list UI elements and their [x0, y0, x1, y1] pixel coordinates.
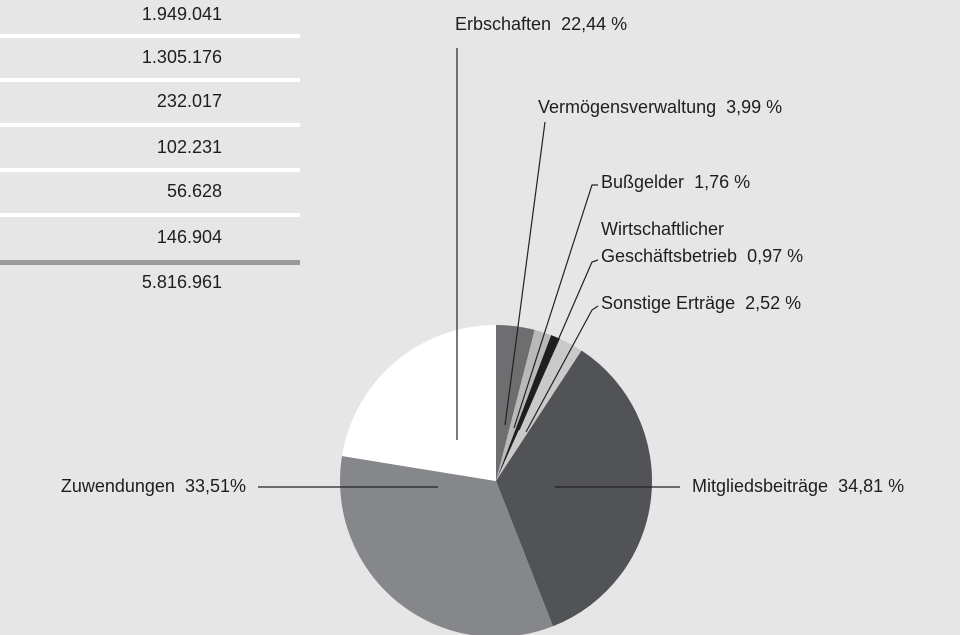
pie-label: Zuwendungen 33,51%	[61, 473, 246, 500]
label-name: Erbschaften	[455, 14, 552, 34]
pie-slice	[496, 338, 582, 481]
label-value: 34,81 %	[838, 476, 905, 496]
pie-slice	[496, 325, 535, 481]
label-name: Vermögensverwaltung	[538, 97, 717, 117]
row-rule	[0, 34, 300, 38]
label-value: 3,99 %	[726, 97, 783, 117]
label-value: 1,76 %	[694, 172, 751, 192]
pie-label: Mitgliedsbeiträge 34,81 %	[692, 473, 904, 500]
pie-slice	[342, 325, 496, 481]
total-rule	[0, 260, 300, 265]
label-value: 33,51%	[184, 476, 246, 496]
table-total: 5.816.961	[141, 272, 222, 292]
pie-slice	[496, 350, 652, 627]
row-rule	[0, 78, 300, 82]
label-name: Wirtschaftlicher Geschäftsbetrieb	[601, 219, 738, 266]
pie	[340, 325, 652, 635]
pie-label: Vermögensverwaltung 3,99 %	[538, 94, 782, 121]
pie-label: Erbschaften 22,44 %	[455, 11, 627, 38]
label-name: Mitgliedsbeiträge	[692, 476, 829, 496]
table-cell: 146.904	[156, 227, 222, 247]
pie-slice	[340, 456, 553, 635]
leader-line	[518, 259, 599, 431]
table-cell: 56.628	[166, 181, 222, 201]
pie-label: Bußgelder 1,76 %	[601, 169, 750, 196]
table-cell: 102.231	[156, 137, 222, 157]
pie-slice	[496, 329, 552, 481]
pie-label: Wirtschaftlicher Geschäftsbetrieb 0,97 %	[601, 216, 803, 270]
leader-line	[513, 184, 598, 429]
row-rule	[0, 123, 300, 127]
row-rule	[0, 168, 300, 172]
label-name: Sonstige Erträge	[601, 293, 736, 313]
leader-line	[504, 121, 546, 426]
label-value: 22,44 %	[561, 14, 628, 34]
label-value: 2,52 %	[745, 293, 802, 313]
leader-line	[525, 305, 599, 433]
row-rule	[0, 213, 300, 217]
table-cell: 232.017	[156, 91, 222, 111]
table-rules	[0, 34, 300, 265]
label-name: Bußgelder	[601, 172, 685, 192]
label-value: 0,97 %	[747, 246, 804, 266]
pie-label: Sonstige Erträge 2,52 %	[601, 290, 801, 317]
leader-lines	[258, 48, 680, 488]
table-cell: 1.305.176	[141, 47, 222, 67]
table-cell: 1.949.041	[141, 4, 222, 24]
label-name: Zuwendungen	[60, 476, 175, 496]
